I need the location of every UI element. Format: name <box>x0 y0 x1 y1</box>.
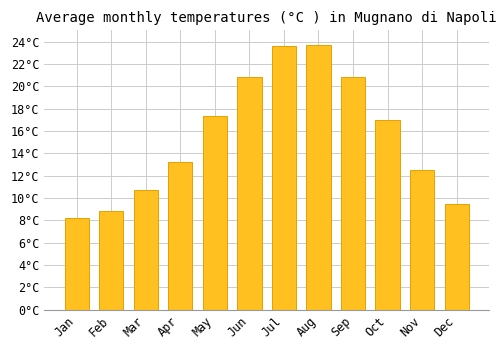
Bar <box>238 77 262 310</box>
Bar <box>306 45 330 310</box>
Bar <box>376 120 400 310</box>
Bar <box>272 46 296 310</box>
Bar <box>341 77 365 310</box>
Bar <box>410 170 434 310</box>
Bar <box>64 218 89 310</box>
Bar <box>168 162 192 310</box>
Title: Average monthly temperatures (°C ) in Mugnano di Napoli: Average monthly temperatures (°C ) in Mu… <box>36 11 497 25</box>
Bar <box>203 117 227 310</box>
Bar <box>99 211 124 310</box>
Bar <box>444 204 468 310</box>
Bar <box>134 190 158 310</box>
